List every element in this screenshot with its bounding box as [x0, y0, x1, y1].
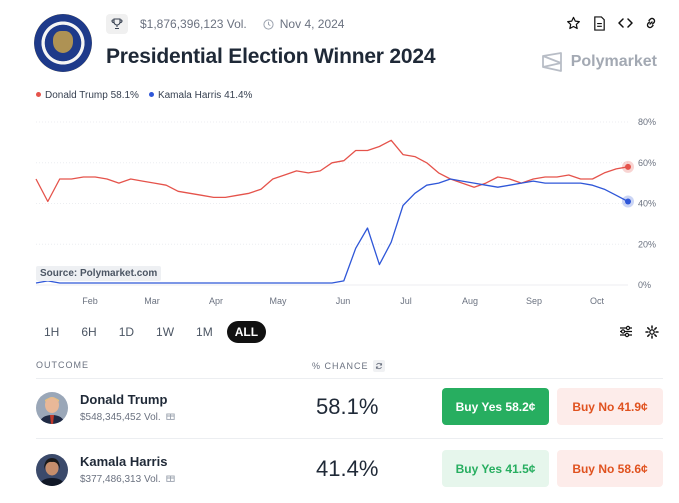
series-line-harris[interactable] — [35, 178, 629, 284]
column-chance: % CHANCE — [312, 360, 385, 372]
outcome-volume-value: $377,486,313 Vol. — [80, 473, 161, 485]
buy-yes-button[interactable]: Buy Yes 41.5¢ — [442, 450, 549, 487]
buy-yes-button[interactable]: Buy Yes 58.2¢ — [442, 388, 549, 425]
presidential-seal-image — [34, 14, 92, 72]
y-tick-label: 80% — [638, 117, 656, 127]
x-tick-label: Mar — [144, 296, 160, 306]
star-icon[interactable] — [565, 15, 581, 31]
legend-item-trump: Donald Trump 58.1% — [36, 90, 139, 101]
range-button-all[interactable]: ALL — [226, 321, 267, 343]
event-end-date: Nov 4, 2024 — [279, 17, 345, 31]
series-end-point — [625, 163, 631, 170]
time-range-selector: 1H 6H 1D 1W 1M ALL — [36, 321, 267, 343]
buy-no-button[interactable]: Buy No 41.9¢ — [557, 388, 663, 425]
x-tick-label: May — [269, 296, 287, 306]
embed-code-icon[interactable] — [617, 15, 633, 31]
series-end-point — [625, 198, 631, 205]
outcome-volume-value: $548,345,452 Vol. — [80, 411, 161, 423]
clock-icon — [263, 18, 274, 30]
chart-source-label: Source: Polymarket.com — [36, 266, 162, 281]
event-volume: $1,876,396,123 Vol. — [140, 17, 247, 31]
polymarket-mark-icon — [541, 52, 562, 72]
polymarket-logo[interactable]: Polymarket — [541, 52, 657, 72]
outcome-volume: $548,345,452 Vol. — [80, 411, 175, 423]
x-tick-label: Jun — [336, 296, 351, 306]
legend-dot — [36, 91, 41, 97]
table-row[interactable]: Kamala Harris $377,486,313 Vol. 41.4% Bu… — [36, 446, 663, 502]
series-line-trump[interactable] — [35, 139, 629, 203]
page-title: Presidential Election Winner 2024 — [106, 45, 436, 68]
avatar-harris — [36, 454, 68, 486]
table-row[interactable]: Donald Trump $548,345,452 Vol. 58.1% Buy… — [36, 384, 663, 440]
outcome-name[interactable]: Kamala Harris — [80, 454, 168, 469]
range-button-1m[interactable]: 1M — [196, 325, 213, 339]
column-outcome: OUTCOME — [36, 360, 89, 370]
event-meta: $1,876,396,123 Vol. Nov 4, 2024 — [106, 14, 344, 34]
column-chance-label: % CHANCE — [312, 361, 369, 371]
chart-tools — [619, 325, 659, 344]
gift-icon[interactable] — [165, 473, 175, 485]
divider — [36, 378, 663, 379]
refresh-icon[interactable] — [372, 360, 385, 372]
x-tick-label: Aug — [462, 296, 478, 306]
outcome-volume: $377,486,313 Vol. — [80, 473, 175, 485]
legend-dot — [148, 91, 154, 97]
gift-icon[interactable] — [165, 411, 175, 423]
range-button-6h[interactable]: 6H — [81, 325, 97, 339]
outcome-chance: 58.1% — [316, 394, 379, 419]
y-tick-label: 20% — [638, 239, 656, 249]
x-tick-label: Jul — [400, 296, 412, 306]
trophy-icon — [106, 14, 128, 34]
y-tick-label: 60% — [638, 158, 656, 168]
gear-icon[interactable] — [645, 325, 659, 344]
x-tick-label: Oct — [590, 296, 605, 306]
x-tick-label: Feb — [82, 296, 98, 306]
y-tick-label: 40% — [638, 199, 656, 209]
legend-label-harris: Kamala Harris 41.4% — [157, 90, 253, 101]
outcome-chance: 41.4% — [316, 456, 379, 481]
legend-label-trump: Donald Trump 58.1% — [45, 90, 139, 101]
document-icon[interactable] — [591, 15, 607, 31]
outcome-name[interactable]: Donald Trump — [80, 392, 168, 407]
brand-name: Polymarket — [570, 53, 657, 70]
chart-legend: Donald Trump 58.1% Kamala Harris 41.4% — [36, 90, 252, 101]
buy-no-button[interactable]: Buy No 58.6¢ — [557, 450, 663, 487]
divider — [36, 438, 663, 439]
range-button-1w[interactable]: 1W — [156, 325, 175, 339]
header-actions — [565, 15, 659, 31]
x-tick-label: Sep — [526, 296, 542, 306]
link-icon[interactable] — [643, 15, 659, 31]
range-button-1d[interactable]: 1D — [118, 325, 135, 339]
y-tick-label: 0% — [638, 280, 651, 290]
x-tick-label: Apr — [209, 296, 223, 306]
range-button-1h[interactable]: 1H — [44, 325, 60, 339]
avatar-trump — [36, 392, 68, 424]
price-history-chart[interactable]: 80% 60% 40% 20% 0% Feb Mar Apr May Jun Jul Aug Sep Oc… — [0, 108, 679, 308]
legend-item-harris: Kamala Harris 41.4% — [148, 90, 253, 101]
event-header: $1,876,396,123 Vol. Nov 4, 2024 Presiden… — [0, 0, 679, 90]
sliders-icon[interactable] — [619, 325, 633, 344]
